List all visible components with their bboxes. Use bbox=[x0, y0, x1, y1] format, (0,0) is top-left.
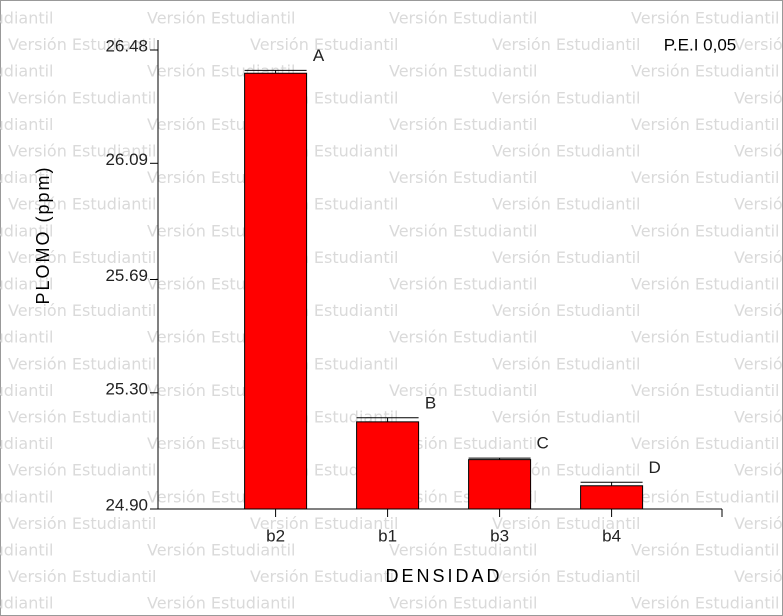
watermark: Versión Estudiantil bbox=[631, 434, 780, 453]
watermark: Versión Estudiantil bbox=[631, 221, 780, 240]
watermark: Versión Estudiantil bbox=[0, 9, 54, 28]
y-tick-label: 24.90 bbox=[105, 495, 148, 514]
watermark: Versión Estudiantil bbox=[492, 301, 641, 320]
watermark: Versión Estudiantil bbox=[0, 541, 54, 560]
watermark: Versión Estudiantil bbox=[631, 168, 780, 187]
watermark: Versión Estudiantil bbox=[492, 354, 641, 373]
watermark: Versión Estudiantil bbox=[734, 514, 783, 533]
watermark: Versión Estudiantil bbox=[250, 35, 399, 54]
watermark: Versión Estudiantil bbox=[389, 221, 538, 240]
watermark: Versión Estudiantil bbox=[8, 35, 157, 54]
x-axis-label: DENSIDAD bbox=[385, 566, 502, 586]
x-tick-label: b1 bbox=[378, 526, 397, 545]
watermark: Versión Estudiantil bbox=[734, 195, 783, 214]
watermark: Versión Estudiantil bbox=[8, 354, 157, 373]
x-tick-label: b3 bbox=[490, 526, 509, 545]
watermark: Versión Estudiantil bbox=[389, 328, 538, 347]
watermark: Versión Estudiantil bbox=[631, 275, 780, 294]
watermark: Versión Estudiantil bbox=[0, 221, 54, 240]
bar bbox=[356, 421, 420, 510]
watermark: Versión Estudiantil bbox=[734, 248, 783, 267]
watermark: Versión Estudiantil bbox=[492, 567, 641, 586]
watermark: Versión Estudiantil bbox=[0, 487, 54, 506]
watermark: Versión Estudiantil bbox=[8, 408, 157, 427]
y-tick-label: 25.69 bbox=[105, 266, 148, 285]
watermark: Versión Estudiantil bbox=[0, 168, 54, 187]
watermark: Versión Estudiantil bbox=[8, 195, 157, 214]
watermark: Versión Estudiantil bbox=[631, 541, 780, 560]
watermark: Versión Estudiantil bbox=[631, 9, 780, 28]
watermark: Versión Estudiantil bbox=[389, 434, 538, 453]
watermark: Versión Estudiantil bbox=[492, 248, 641, 267]
significance-label: D bbox=[648, 458, 660, 477]
watermark: Versión Estudiantil bbox=[0, 275, 54, 294]
watermark: Versión Estudiantil bbox=[8, 461, 157, 480]
watermark: Versión Estudiantil bbox=[492, 195, 641, 214]
x-tick-label: b2 bbox=[266, 526, 285, 545]
bar bbox=[468, 459, 532, 510]
significance-label: A bbox=[313, 46, 325, 65]
watermark: Versión Estudiantil bbox=[631, 594, 780, 613]
watermark: Versión Estudiantil bbox=[734, 35, 783, 54]
watermark: Versión Estudiantil bbox=[389, 594, 538, 613]
watermark: Versión Estudiantil bbox=[8, 567, 157, 586]
watermark: Versión Estudiantil bbox=[8, 142, 157, 161]
chart-title: P.E.I 0,05 bbox=[664, 35, 736, 54]
watermark: Versión Estudiantil bbox=[8, 301, 157, 320]
watermark: Versión Estudiantil bbox=[492, 142, 641, 161]
watermark: Versión Estudiantil bbox=[147, 9, 296, 28]
watermark: Versión Estudiantil bbox=[734, 567, 783, 586]
watermark: Versión Estudiantil bbox=[0, 62, 54, 81]
watermark: Versión Estudiantil bbox=[631, 62, 780, 81]
y-tick-label: 25.30 bbox=[105, 379, 148, 398]
watermark: Versión Estudiantil bbox=[492, 408, 641, 427]
watermark: Versión Estudiantil bbox=[631, 487, 780, 506]
watermark: Versión Estudiantil bbox=[250, 567, 399, 586]
significance-label: B bbox=[425, 393, 436, 412]
watermark: Versión Estudiantil bbox=[631, 115, 780, 134]
watermark: Versión Estudiantil bbox=[389, 275, 538, 294]
significance-label: C bbox=[536, 434, 548, 453]
y-tick-label: 26.48 bbox=[105, 36, 148, 55]
watermark: Versión Estudiantil bbox=[0, 115, 54, 134]
watermark-layer: Versión Estudiantil Versión Estudiantil Ve… bbox=[0, 9, 783, 613]
watermark: Versión Estudiantil bbox=[631, 328, 780, 347]
watermark: Versión Estudiantil bbox=[8, 248, 157, 267]
watermark: Versión Estudiantil bbox=[147, 541, 296, 560]
watermark: Versión Estudiantil bbox=[492, 88, 641, 107]
watermark: Versión Estudiantil bbox=[389, 9, 538, 28]
watermark: Versión Estudiantil bbox=[389, 115, 538, 134]
watermark: Versión Estudiantil bbox=[8, 514, 157, 533]
watermark: Versión Estudiantil bbox=[734, 301, 783, 320]
watermark: Versión Estudiantil bbox=[389, 168, 538, 187]
watermark: Versión Estudiantil bbox=[147, 594, 296, 613]
watermark: Versión Estudiantil bbox=[734, 408, 783, 427]
bar bbox=[244, 72, 308, 510]
watermark: Versión Estudiantil bbox=[734, 88, 783, 107]
watermark: Versión Estudiantil bbox=[250, 514, 399, 533]
watermark: Versión Estudiantil bbox=[0, 381, 54, 400]
watermark: Versión Estudiantil bbox=[389, 541, 538, 560]
watermark: Versión Estudiantil bbox=[389, 62, 538, 81]
x-tick-label: b4 bbox=[602, 526, 621, 545]
bar bbox=[580, 485, 644, 510]
watermark: Versión Estudiantil bbox=[0, 328, 54, 347]
watermark: Versión Estudiantil bbox=[492, 35, 641, 54]
watermark: Versión Estudiantil bbox=[389, 381, 538, 400]
watermark: Versión Estudiantil bbox=[0, 594, 54, 613]
watermark: Versión Estudiantil bbox=[734, 142, 783, 161]
watermark: Versión Estudiantil bbox=[0, 434, 54, 453]
watermark: Versión Estudiantil bbox=[8, 88, 157, 107]
y-axis-label: PLOMO (ppm) bbox=[33, 165, 53, 304]
watermark: Versión Estudiantil bbox=[734, 354, 783, 373]
watermark: Versión Estudiantil bbox=[492, 514, 641, 533]
y-tick-label: 26.09 bbox=[105, 150, 148, 169]
watermark: Versión Estudiantil bbox=[734, 461, 783, 480]
watermark: Versión Estudiantil bbox=[631, 381, 780, 400]
